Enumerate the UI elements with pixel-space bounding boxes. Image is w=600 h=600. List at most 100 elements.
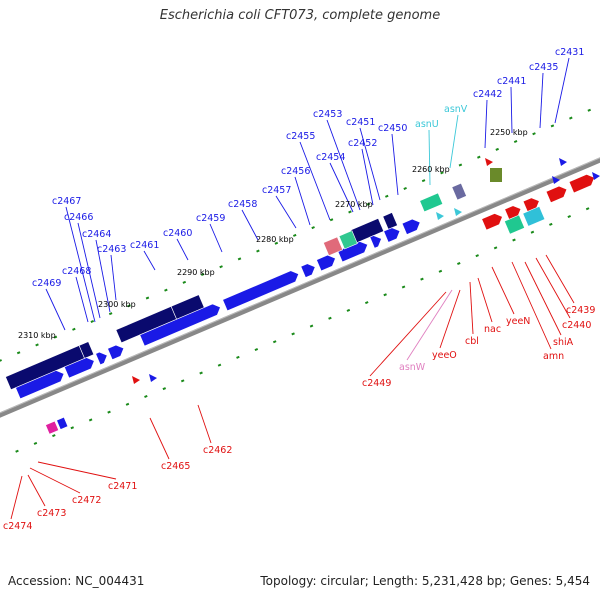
scale-tick xyxy=(512,238,516,242)
scale-tick xyxy=(90,319,95,323)
scale-tick xyxy=(256,249,260,253)
scale-tick xyxy=(272,340,277,344)
gene-reverse xyxy=(545,185,568,204)
gene-label-c2460: c2460 xyxy=(163,228,192,239)
gene-magenta xyxy=(45,420,60,435)
scale-tick xyxy=(108,312,113,316)
leader-line xyxy=(484,99,488,149)
scale-tick xyxy=(475,254,479,258)
gene-label-c2450: c2450 xyxy=(378,123,407,134)
gene-reverse-green xyxy=(504,214,526,235)
scale-tick xyxy=(493,246,498,250)
leader-line xyxy=(65,206,96,323)
scale-tick xyxy=(180,379,185,383)
scale-tick xyxy=(217,363,222,367)
gene-forward xyxy=(383,227,401,243)
gene-label-c2454: c2454 xyxy=(316,152,345,163)
scale-tick xyxy=(164,288,168,292)
leader-line xyxy=(294,176,311,226)
scale-tick xyxy=(291,332,295,336)
scale-label: 2300 kbp xyxy=(98,300,136,309)
gene-label-c2439: c2439 xyxy=(566,305,595,316)
scale-tick xyxy=(587,108,592,112)
leader-line xyxy=(524,261,562,336)
leader-line xyxy=(449,114,459,169)
gene-reverse-cyan xyxy=(522,206,546,227)
scale-label: 2310 kbp xyxy=(18,331,56,340)
scale-tick xyxy=(35,343,39,347)
leader-line xyxy=(10,475,23,520)
leader-line xyxy=(359,127,381,201)
gene-label-c2457: c2457 xyxy=(262,185,291,196)
small-feature-arrow xyxy=(454,208,462,216)
gene-label-c2449: c2449 xyxy=(362,378,391,389)
small-feature-arrow xyxy=(592,172,600,180)
scale-tick xyxy=(569,116,573,120)
scale-tick xyxy=(182,280,187,284)
scale-tick xyxy=(458,163,463,167)
gene-label-c2463: c2463 xyxy=(97,244,126,255)
scale-tick xyxy=(383,293,387,297)
gene-forward xyxy=(107,344,125,361)
gene-forward xyxy=(95,351,108,366)
gene-label-shiA: shiA xyxy=(553,337,574,348)
gene-forward-teal xyxy=(419,192,444,213)
gene-forward-grey xyxy=(451,182,467,201)
leader-line xyxy=(45,288,66,331)
scale-tick xyxy=(549,222,553,226)
leader-line xyxy=(149,417,170,460)
leader-line xyxy=(110,254,117,301)
scale-label: 2280 kbp xyxy=(256,235,294,244)
gene-label-asnU: asnU xyxy=(415,119,439,130)
gene-forward xyxy=(369,235,382,249)
leader-line xyxy=(511,261,552,350)
scale-tick xyxy=(532,132,536,136)
gene-label-c2440: c2440 xyxy=(562,320,591,331)
leader-line xyxy=(241,209,259,241)
gene-forward-dark xyxy=(382,212,398,230)
scale-tick xyxy=(72,327,76,331)
scale-label: 2290 kbp xyxy=(177,268,215,277)
scale-tick xyxy=(328,316,332,320)
leader-line xyxy=(369,291,447,377)
scale-tick xyxy=(311,226,315,230)
gene-forward xyxy=(63,357,95,379)
leader-line xyxy=(491,266,515,315)
gene-label-cbl: cbl xyxy=(465,336,479,347)
leader-line xyxy=(77,222,101,319)
backbone-line xyxy=(0,157,600,418)
leader-line xyxy=(406,289,453,361)
gene-forward xyxy=(300,263,316,278)
small-feature-arrow xyxy=(132,376,140,384)
map-title: Escherichia coli CFT073, complete genome xyxy=(159,8,441,23)
gene-forward xyxy=(15,370,65,400)
leader-line xyxy=(391,133,399,196)
genome-summary-text: Topology: circular; Length: 5,231,428 bp… xyxy=(260,574,590,588)
gene-label-asnW: asnW xyxy=(399,362,426,373)
gene-label-c2462: c2462 xyxy=(203,445,232,456)
scale-tick xyxy=(52,434,56,438)
scale-tick xyxy=(364,301,369,305)
gene-label-c2468: c2468 xyxy=(62,266,91,277)
scale-tick xyxy=(88,418,93,422)
scale-tick xyxy=(219,265,223,269)
gene-label-asnV: asnV xyxy=(444,104,468,115)
scale-label: 2270 kbp xyxy=(335,200,373,209)
gene-label-c2471: c2471 xyxy=(108,481,137,492)
scale-tick xyxy=(16,351,21,355)
gene-label-c2451: c2451 xyxy=(346,117,375,128)
gene-reverse xyxy=(568,174,595,194)
gene-label-c2461: c2461 xyxy=(130,240,159,251)
scale-tick xyxy=(15,449,19,453)
leader-line xyxy=(477,277,493,323)
leader-line xyxy=(27,474,46,507)
gene-olive xyxy=(490,168,502,182)
gene-forward xyxy=(401,218,421,235)
small-feature-arrow xyxy=(552,176,560,184)
scale-tick xyxy=(401,285,406,289)
scale-tick xyxy=(309,324,314,328)
leader-line xyxy=(361,148,374,206)
scale-tick xyxy=(274,241,279,245)
backbone-highlight xyxy=(0,157,600,414)
